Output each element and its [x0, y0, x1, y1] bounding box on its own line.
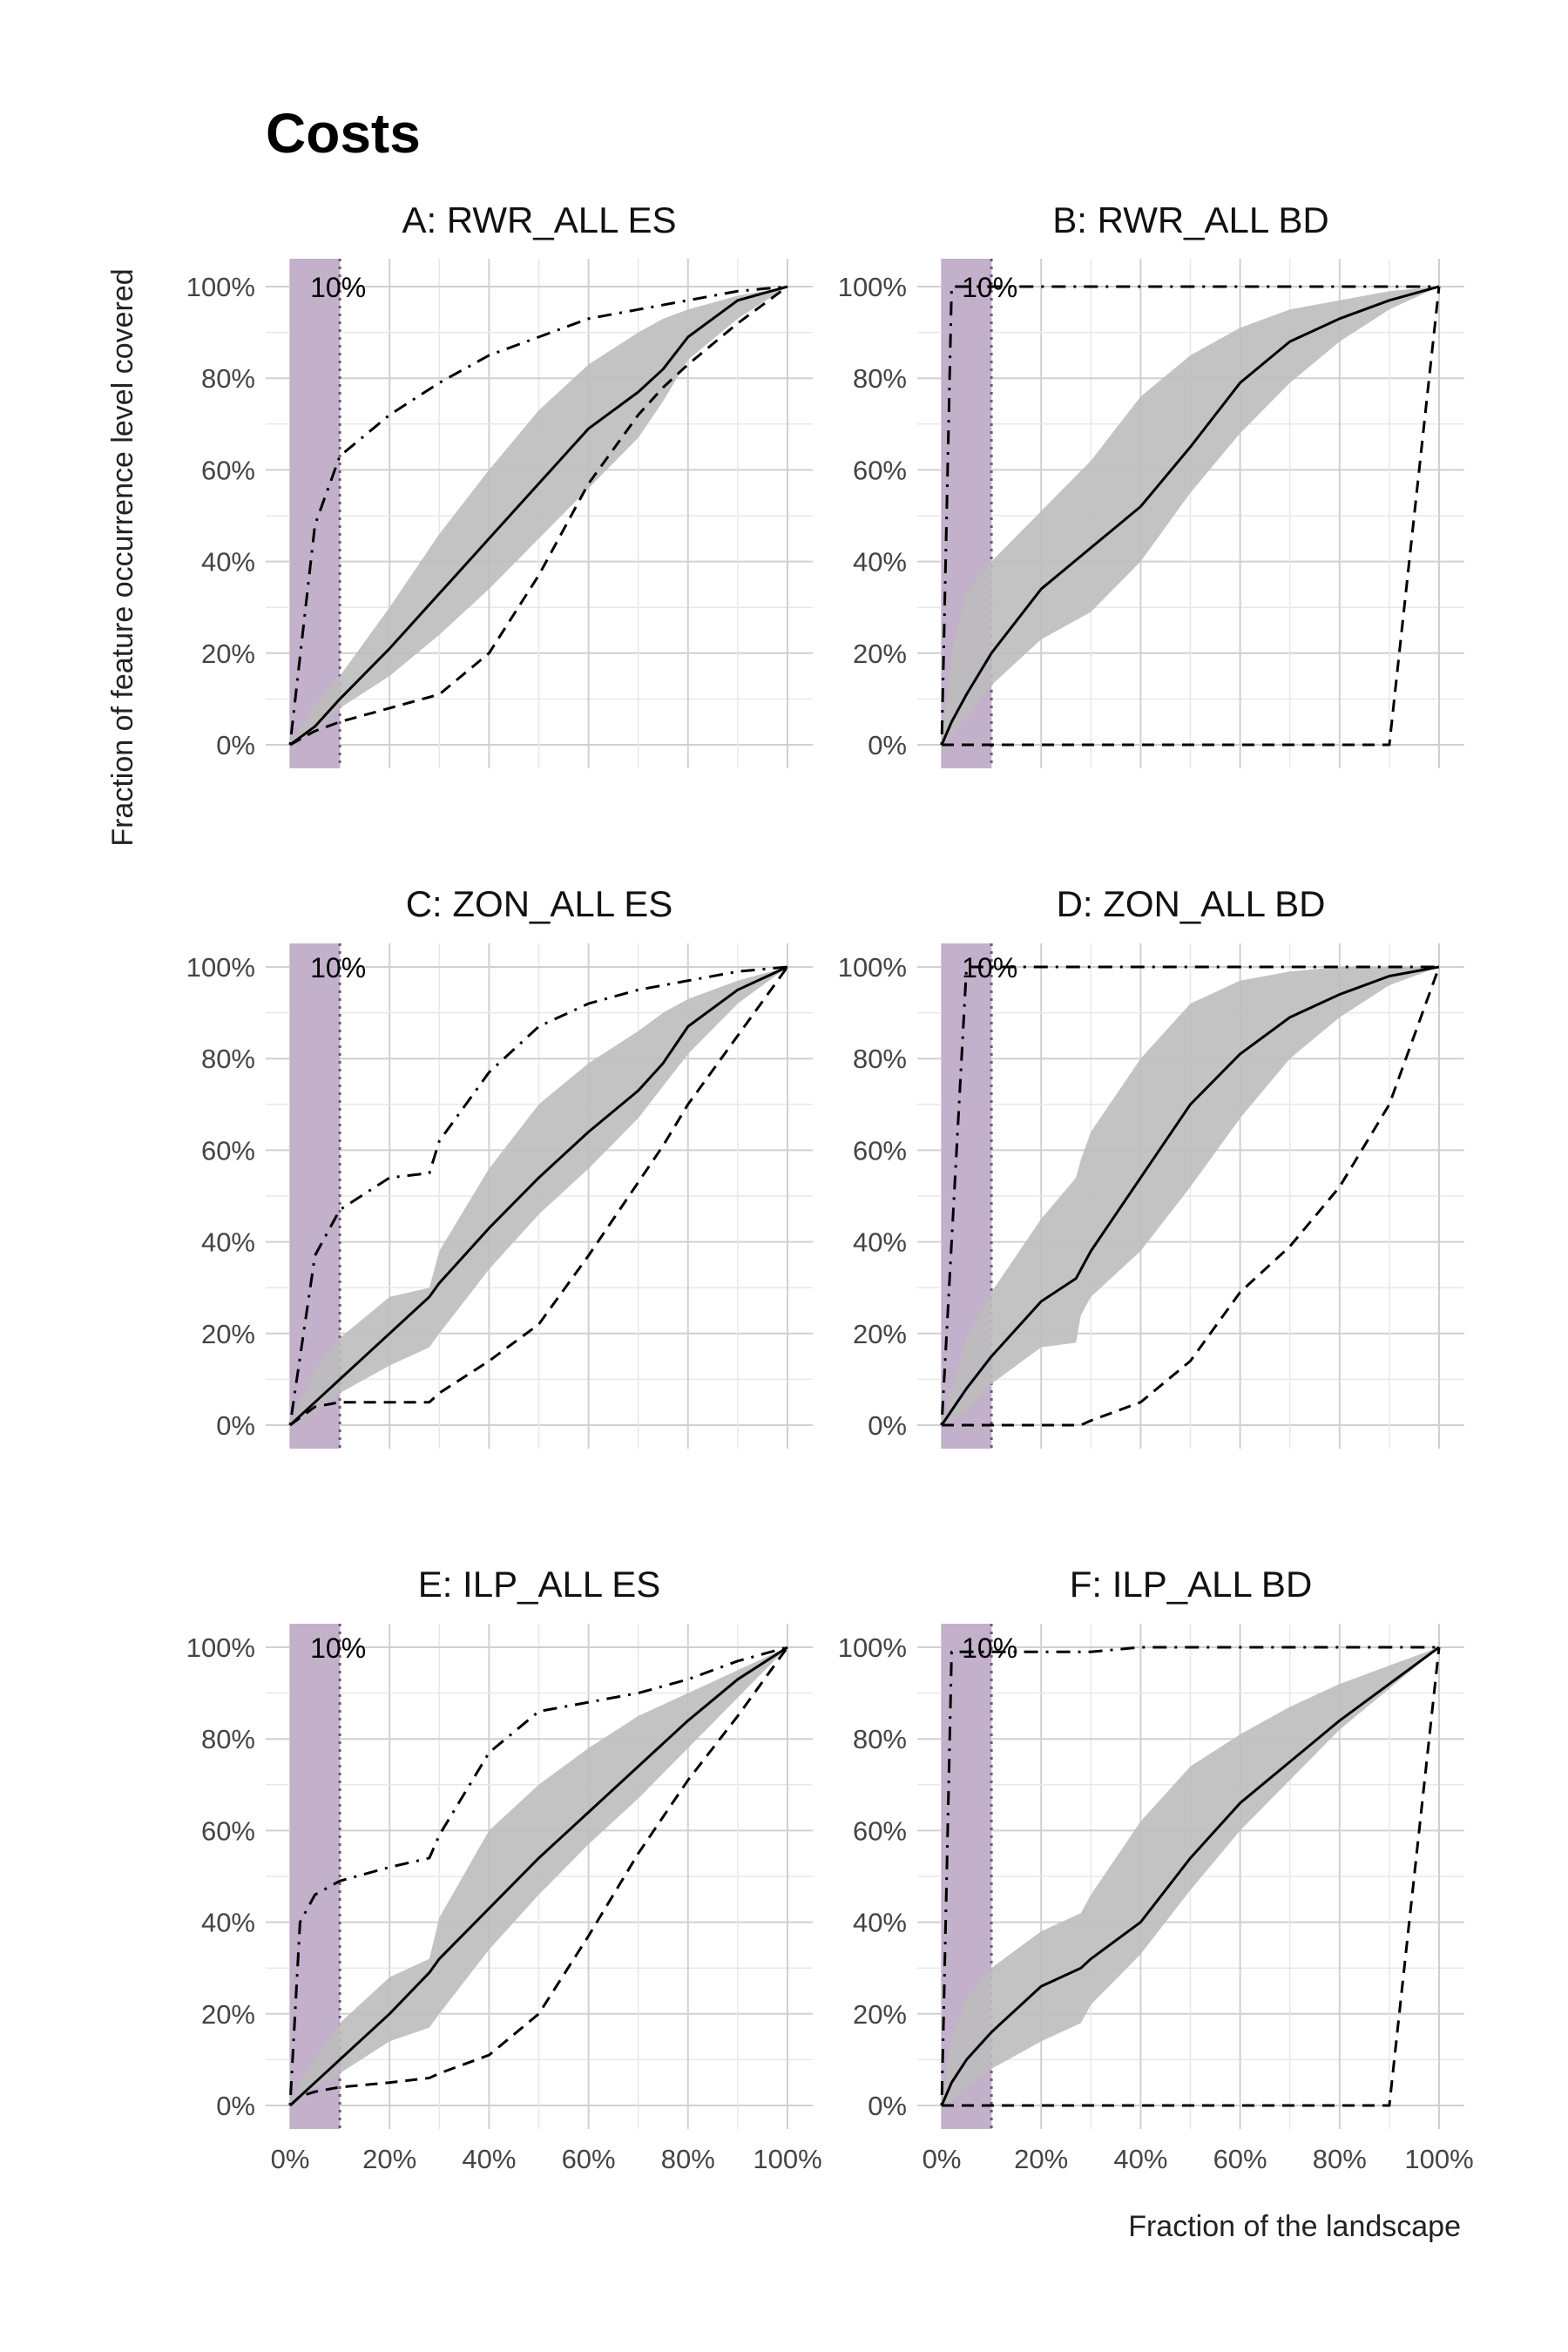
y-tick-label: 60% [201, 1815, 255, 1846]
panel-2: 10% B: RWR_ALL BD 0% 20% 40% 60% 80% 100% [838, 199, 1464, 768]
y-tick-label: 20% [853, 1999, 907, 2030]
y-tick-label: 60% [853, 455, 907, 485]
x-tick-label: 100% [753, 2144, 821, 2174]
series-line-dashed [942, 286, 1441, 747]
series-line-solid [288, 965, 788, 1427]
series-line-dotdash [940, 285, 1439, 746]
x-axis-label: Fraction of the landscape [1128, 2210, 1461, 2243]
highlight-label: 10% [310, 272, 366, 303]
y-tick-label: 60% [201, 455, 255, 485]
highlight-label: 10% [962, 272, 1017, 303]
panel-3: 10% C: ZON_ALL ES 0% 20% 40% 60% 80% 100% [186, 883, 813, 1449]
panel-title: E: ILP_ALL ES [418, 1564, 661, 1605]
x-tick-label: 80% [1313, 2144, 1367, 2174]
y-tick-label: 100% [838, 1632, 907, 1663]
y-tick-label: 40% [201, 1908, 255, 1938]
y-tick-label: 80% [853, 1724, 907, 1754]
series-line-dotdash [288, 285, 788, 746]
y-tick-label: 80% [201, 1044, 255, 1074]
x-tick-label: 20% [1014, 2144, 1068, 2174]
x-tick-label: 0% [271, 2144, 310, 2174]
y-tick-label: 0% [216, 2091, 255, 2121]
y-tick-label: 60% [853, 1815, 907, 1846]
series-line-dashed [942, 1646, 1441, 2107]
series-line-solid [940, 1646, 1440, 2106]
panel-6: 10% F: ILP_ALL BD 0% 20% 40% 60% 80% 100% 0% 20% 4… [838, 1564, 1474, 2174]
panel-title: A: RWR_ALL ES [402, 199, 676, 240]
series-line-solid [940, 285, 1440, 746]
y-tick-label: 0% [868, 730, 907, 760]
panel-title: D: ZON_ALL BD [1057, 883, 1326, 924]
series-line-dotdash [940, 965, 1439, 1426]
y-tick-label: 40% [853, 1227, 907, 1258]
panel-4: 10% D: ZON_ALL BD 0% 20% 40% 60% 80% 100% [838, 883, 1464, 1449]
y-axis-label: Fraction of feature occurrence level cov… [106, 268, 139, 846]
y-tick-label: 100% [838, 952, 907, 983]
y-tick-label: 80% [201, 363, 255, 394]
panel-1: 10% A: RWR_ALL ES 0% 20% 40% 60% 80% 100% [186, 199, 813, 768]
series-line-solid [289, 285, 788, 747]
highlight-label: 10% [962, 1632, 1017, 1664]
uncertainty-band [942, 287, 1439, 745]
y-tick-label: 40% [201, 1227, 255, 1258]
y-tick-label: 80% [853, 1044, 907, 1074]
highlight-region [290, 259, 341, 768]
x-tick-label: 40% [1113, 2144, 1167, 2174]
x-tick-label: 80% [661, 2144, 715, 2174]
y-tick-label: 40% [853, 1908, 907, 1938]
series-line-dashed [942, 966, 1441, 1427]
y-tick-label: 20% [201, 639, 255, 669]
series-line-dotdash [940, 1646, 1439, 2106]
y-tick-label: 60% [201, 1135, 255, 1166]
y-tick-label: 0% [216, 1410, 255, 1441]
y-tick-label: 100% [186, 952, 255, 983]
x-tick-label: 20% [362, 2144, 416, 2174]
series-line-dashed [288, 1646, 789, 2107]
y-tick-label: 40% [853, 547, 907, 578]
series-line-dotdash [288, 965, 788, 1426]
y-tick-label: 20% [201, 1999, 255, 2030]
series-line-dashed [289, 966, 789, 1427]
x-tick-label: 0% [923, 2144, 962, 2174]
y-tick-label: 0% [868, 1410, 907, 1441]
uncertainty-band [942, 967, 1439, 1425]
series-line-solid [288, 1646, 788, 2107]
x-tick-label: 40% [462, 2144, 516, 2174]
y-tick-label: 100% [838, 272, 907, 302]
x-tick-label: 60% [1213, 2144, 1267, 2174]
highlight-label: 10% [310, 1632, 366, 1664]
uncertainty-band [290, 287, 787, 745]
y-tick-label: 80% [201, 1724, 255, 1754]
panel-title: F: ILP_ALL BD [1070, 1564, 1313, 1605]
uncertainty-band [290, 1647, 787, 2105]
y-tick-label: 20% [853, 1319, 907, 1349]
y-tick-label: 100% [186, 272, 255, 302]
y-tick-label: 20% [201, 1319, 255, 1349]
uncertainty-band [942, 1647, 1439, 2105]
y-tick-label: 0% [868, 2091, 907, 2121]
y-tick-label: 40% [201, 547, 255, 578]
y-tick-label: 60% [853, 1135, 907, 1166]
highlight-label: 10% [310, 952, 366, 983]
series-line-solid [940, 965, 1440, 1426]
x-tick-label: 100% [1404, 2144, 1473, 2174]
highlight-label: 10% [962, 952, 1017, 983]
y-tick-label: 100% [186, 1632, 255, 1663]
y-tick-label: 20% [853, 639, 907, 669]
panel-5: 10% E: ILP_ALL ES 0% 20% 40% 60% 80% 100% 0% 20% 4… [186, 1564, 822, 2174]
panel-title: B: RWR_ALL BD [1052, 199, 1328, 240]
y-tick-label: 80% [853, 363, 907, 394]
y-tick-label: 0% [216, 730, 255, 760]
panels: 10% A: RWR_ALL ES 0% 20% 40% 60% 80% 100% 10% B: … [186, 199, 1474, 2174]
panel-title: C: ZON_ALL ES [406, 883, 673, 924]
series-line-dotdash [288, 1646, 788, 2106]
figure-title: Costs [266, 102, 421, 165]
x-tick-label: 60% [562, 2144, 616, 2174]
